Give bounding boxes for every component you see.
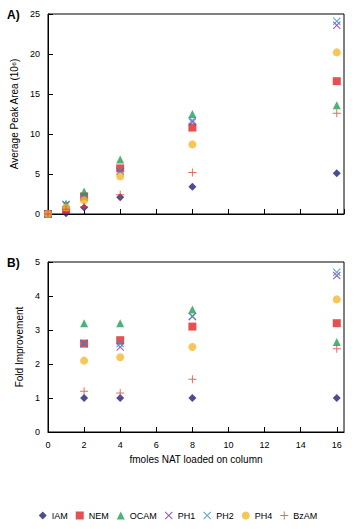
svg-text:Average Peak Area (10⁶): Average Peak Area (10⁶) <box>9 59 20 170</box>
svg-text:6: 6 <box>154 440 159 450</box>
svg-text:15: 15 <box>30 89 40 99</box>
svg-text:5: 5 <box>35 257 40 267</box>
svg-text:12: 12 <box>260 440 270 450</box>
svg-text:B): B) <box>7 256 20 270</box>
svg-text:PH1: PH1 <box>178 511 196 521</box>
svg-text:0: 0 <box>35 427 40 437</box>
svg-text:fmoles NAT loaded on column: fmoles NAT loaded on column <box>129 454 262 465</box>
svg-text:16: 16 <box>332 440 342 450</box>
svg-text:0: 0 <box>35 209 40 219</box>
svg-text:1: 1 <box>35 393 40 403</box>
svg-text:PH2: PH2 <box>216 511 234 521</box>
svg-text:2: 2 <box>35 359 40 369</box>
svg-text:Fold Improvement: Fold Improvement <box>14 306 25 387</box>
svg-text:5: 5 <box>35 169 40 179</box>
svg-text:10: 10 <box>30 129 40 139</box>
svg-text:PH4: PH4 <box>255 511 273 521</box>
svg-text:25: 25 <box>30 9 40 19</box>
svg-text:10: 10 <box>223 440 233 450</box>
svg-text:IAM: IAM <box>52 511 68 521</box>
svg-text:8: 8 <box>190 440 195 450</box>
svg-text:A): A) <box>7 8 20 22</box>
svg-text:0: 0 <box>45 440 50 450</box>
svg-text:NEM: NEM <box>89 511 109 521</box>
svg-text:BzAM: BzAM <box>293 511 317 521</box>
svg-text:14: 14 <box>296 440 306 450</box>
svg-text:2: 2 <box>82 440 87 450</box>
svg-text:20: 20 <box>30 49 40 59</box>
svg-text:OCAM: OCAM <box>130 511 157 521</box>
svg-text:3: 3 <box>35 325 40 335</box>
svg-text:4: 4 <box>118 440 123 450</box>
svg-text:4: 4 <box>35 291 40 301</box>
